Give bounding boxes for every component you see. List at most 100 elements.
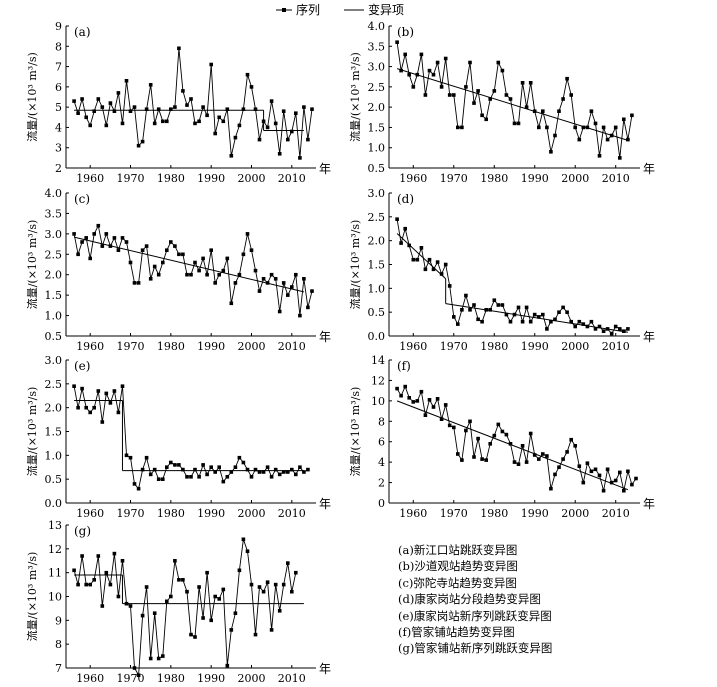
data-point [249,85,254,89]
data-point [104,232,109,236]
data-point [589,469,594,474]
data-point [108,582,113,587]
data-point [613,125,618,130]
data-point [253,107,258,111]
data-point [148,83,153,87]
data-point [257,470,262,474]
data-point [468,308,472,312]
data-point [277,472,282,477]
data-point [253,632,258,637]
data-point [156,656,161,661]
data-point [411,400,416,404]
x-tick-label: 1980 [157,672,185,685]
data-point [229,470,234,474]
data-point [100,244,105,248]
data-point [221,119,226,124]
data-point [193,121,197,126]
data-point [532,453,537,457]
data-point [92,578,96,582]
data-point [520,444,525,448]
data-point [269,272,274,277]
data-point [290,129,294,134]
data-point [581,480,586,485]
data-point [108,101,113,105]
data-point [618,156,622,160]
caption-f: (f)管家铺站趋势变异图 [398,625,515,640]
y-tick-label: 3.0 [368,187,386,200]
data-point [524,305,529,310]
data-point [302,470,306,474]
data-point [626,469,630,474]
data-point [96,389,101,393]
panel-label: (b) [397,25,414,39]
data-point [419,52,424,57]
y-tick-label: 7 [55,61,62,74]
data-point [294,272,298,277]
caption-e: (e)康家岗站新序列跳跃变异图 [398,608,552,623]
data-point [431,267,436,272]
x-unit-label: 年 [643,497,655,511]
data-point [500,303,505,307]
y-tick-label: 4.0 [368,20,386,33]
chart-panel-d: 0.0 0.5 1.0 1.5 2.0 2.5 3.0 1960 1970 1980 1990 200… [348,187,655,353]
data-point [415,257,420,262]
data-point [553,472,557,477]
data-point [253,268,258,273]
data-point [561,457,565,461]
data-point [537,315,541,319]
y-tick-label: 9 [55,20,62,33]
data-point [601,488,606,493]
data-point [622,488,626,493]
data-point [488,97,492,101]
data-point [290,467,294,472]
data-point [229,154,234,158]
y-tick-label: 1.5 [45,426,63,439]
data-point [80,554,84,558]
data-point [173,244,177,248]
data-point [561,97,565,101]
data-point [601,329,606,333]
data-point [104,123,109,128]
data-point [257,585,262,589]
data-point [520,319,525,324]
x-tick-label: 1970 [440,172,468,185]
data-point [116,410,121,415]
data-point [557,310,561,314]
data-point [100,105,105,109]
data-point [72,568,76,573]
x-tick-label: 2010 [602,172,630,185]
series-line [73,539,297,677]
legend: 序列 变异项 [276,2,404,17]
data-point [472,101,476,105]
data-point [88,256,92,261]
y-tick-label: 14 [371,354,385,367]
data-point [439,85,444,89]
data-point [545,125,549,130]
y-tick-label: 5 [55,101,62,114]
data-point [161,477,165,481]
trend-line [396,233,447,280]
data-point [245,549,250,553]
data-point [435,397,440,401]
data-point [613,324,618,329]
y-axis-label: 流量/(×10³ m³/s) [348,387,362,477]
data-point [573,444,577,448]
data-point [161,654,165,658]
data-point [460,125,464,130]
data-point [156,272,161,277]
data-point [427,257,432,262]
data-point [609,331,614,336]
caption-a: (a)新江口站跳跃变异图 [398,543,518,557]
y-tick-label: 0.0 [368,330,386,343]
trend-line [73,236,305,293]
series-line [396,42,633,158]
data-point [545,454,549,458]
data-point [427,68,432,73]
data-point [431,72,436,77]
data-point [423,93,428,97]
data-point [84,236,88,240]
caption-c: (c)弥陀寺站趋势变异图 [398,575,517,590]
data-point [124,453,129,458]
y-tick-label: 0 [378,497,385,510]
